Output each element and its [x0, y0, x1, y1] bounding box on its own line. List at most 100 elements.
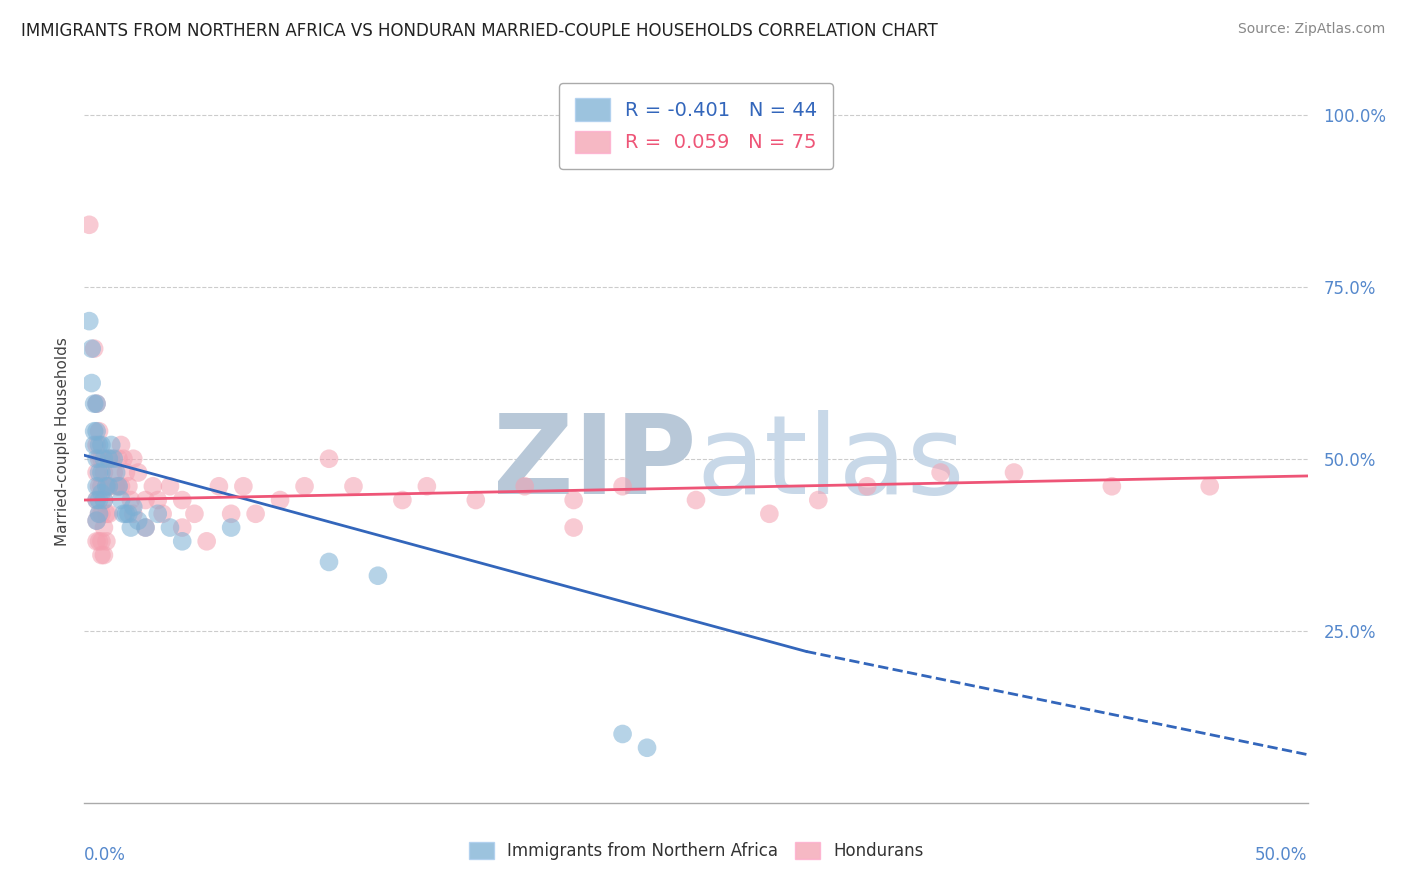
Point — [110, 479, 132, 493]
Point — [110, 438, 132, 452]
Point — [77, 218, 100, 232]
Point — [416, 479, 439, 493]
Point — [86, 514, 108, 528]
Point — [83, 424, 105, 438]
Point — [87, 507, 110, 521]
Point — [107, 479, 129, 493]
Point — [115, 507, 138, 521]
Point — [562, 520, 585, 534]
Point — [464, 493, 486, 508]
Point — [100, 451, 122, 466]
Text: Source: ZipAtlas.com: Source: ZipAtlas.com — [1237, 22, 1385, 37]
Point — [1198, 479, 1220, 493]
Point — [86, 424, 108, 438]
Point — [112, 451, 135, 466]
Point — [87, 424, 110, 438]
Point — [80, 376, 103, 390]
Point — [90, 534, 112, 549]
Point — [90, 548, 112, 562]
Point — [107, 451, 129, 466]
Point — [86, 466, 108, 480]
Point — [208, 479, 231, 493]
Point — [127, 514, 149, 528]
Point — [103, 466, 125, 480]
Point — [87, 438, 110, 452]
Point — [87, 493, 110, 508]
Point — [1002, 466, 1025, 480]
Point — [120, 520, 142, 534]
Point — [159, 479, 181, 493]
Point — [115, 466, 138, 480]
Point — [513, 479, 536, 493]
Point — [86, 479, 108, 493]
Point — [97, 479, 120, 493]
Legend: Immigrants from Northern Africa, Hondurans: Immigrants from Northern Africa, Hondura… — [463, 835, 929, 867]
Point — [86, 534, 108, 549]
Point — [83, 397, 105, 411]
Point — [612, 479, 634, 493]
Text: 0.0%: 0.0% — [84, 847, 127, 864]
Point — [80, 342, 103, 356]
Text: 50.0%: 50.0% — [1256, 847, 1308, 864]
Point — [219, 507, 242, 521]
Point — [758, 507, 780, 521]
Point — [97, 451, 120, 466]
Point — [122, 451, 145, 466]
Point — [122, 507, 145, 521]
Point — [318, 451, 340, 466]
Text: ZIP: ZIP — [492, 409, 696, 516]
Point — [107, 479, 129, 493]
Point — [807, 493, 830, 508]
Point — [122, 500, 145, 514]
Point — [86, 451, 108, 466]
Point — [269, 493, 291, 508]
Point — [93, 548, 115, 562]
Point — [93, 493, 115, 508]
Point — [195, 534, 218, 549]
Point — [86, 493, 108, 508]
Point — [172, 534, 194, 549]
Point — [342, 479, 364, 493]
Point — [93, 451, 115, 466]
Point — [110, 493, 132, 508]
Point — [391, 493, 413, 508]
Point — [90, 486, 112, 500]
Point — [856, 479, 879, 493]
Point — [87, 479, 110, 493]
Point — [96, 534, 118, 549]
Point — [97, 507, 120, 521]
Point — [159, 520, 181, 534]
Point — [120, 493, 142, 508]
Point — [172, 520, 194, 534]
Point — [96, 507, 118, 521]
Point — [93, 493, 115, 508]
Y-axis label: Married-couple Households: Married-couple Households — [55, 337, 70, 546]
Point — [685, 493, 707, 508]
Point — [1101, 479, 1123, 493]
Point — [87, 507, 110, 521]
Point — [117, 479, 139, 493]
Point — [105, 466, 128, 480]
Point — [146, 507, 169, 521]
Point — [318, 555, 340, 569]
Point — [96, 479, 118, 493]
Point — [117, 507, 139, 521]
Point — [86, 493, 108, 508]
Point — [232, 479, 254, 493]
Point — [97, 479, 120, 493]
Point — [90, 466, 112, 480]
Point — [96, 479, 118, 493]
Point — [294, 479, 316, 493]
Point — [93, 520, 115, 534]
Point — [612, 727, 634, 741]
Point — [90, 507, 112, 521]
Point — [142, 479, 165, 493]
Point — [127, 466, 149, 480]
Point — [86, 397, 108, 411]
Point — [87, 451, 110, 466]
Point — [86, 438, 108, 452]
Text: IMMIGRANTS FROM NORTHERN AFRICA VS HONDURAN MARRIED-COUPLE HOUSEHOLDS CORRELATIO: IMMIGRANTS FROM NORTHERN AFRICA VS HONDU… — [21, 22, 938, 40]
Point — [86, 397, 108, 411]
Point — [636, 740, 658, 755]
Point — [90, 438, 112, 452]
